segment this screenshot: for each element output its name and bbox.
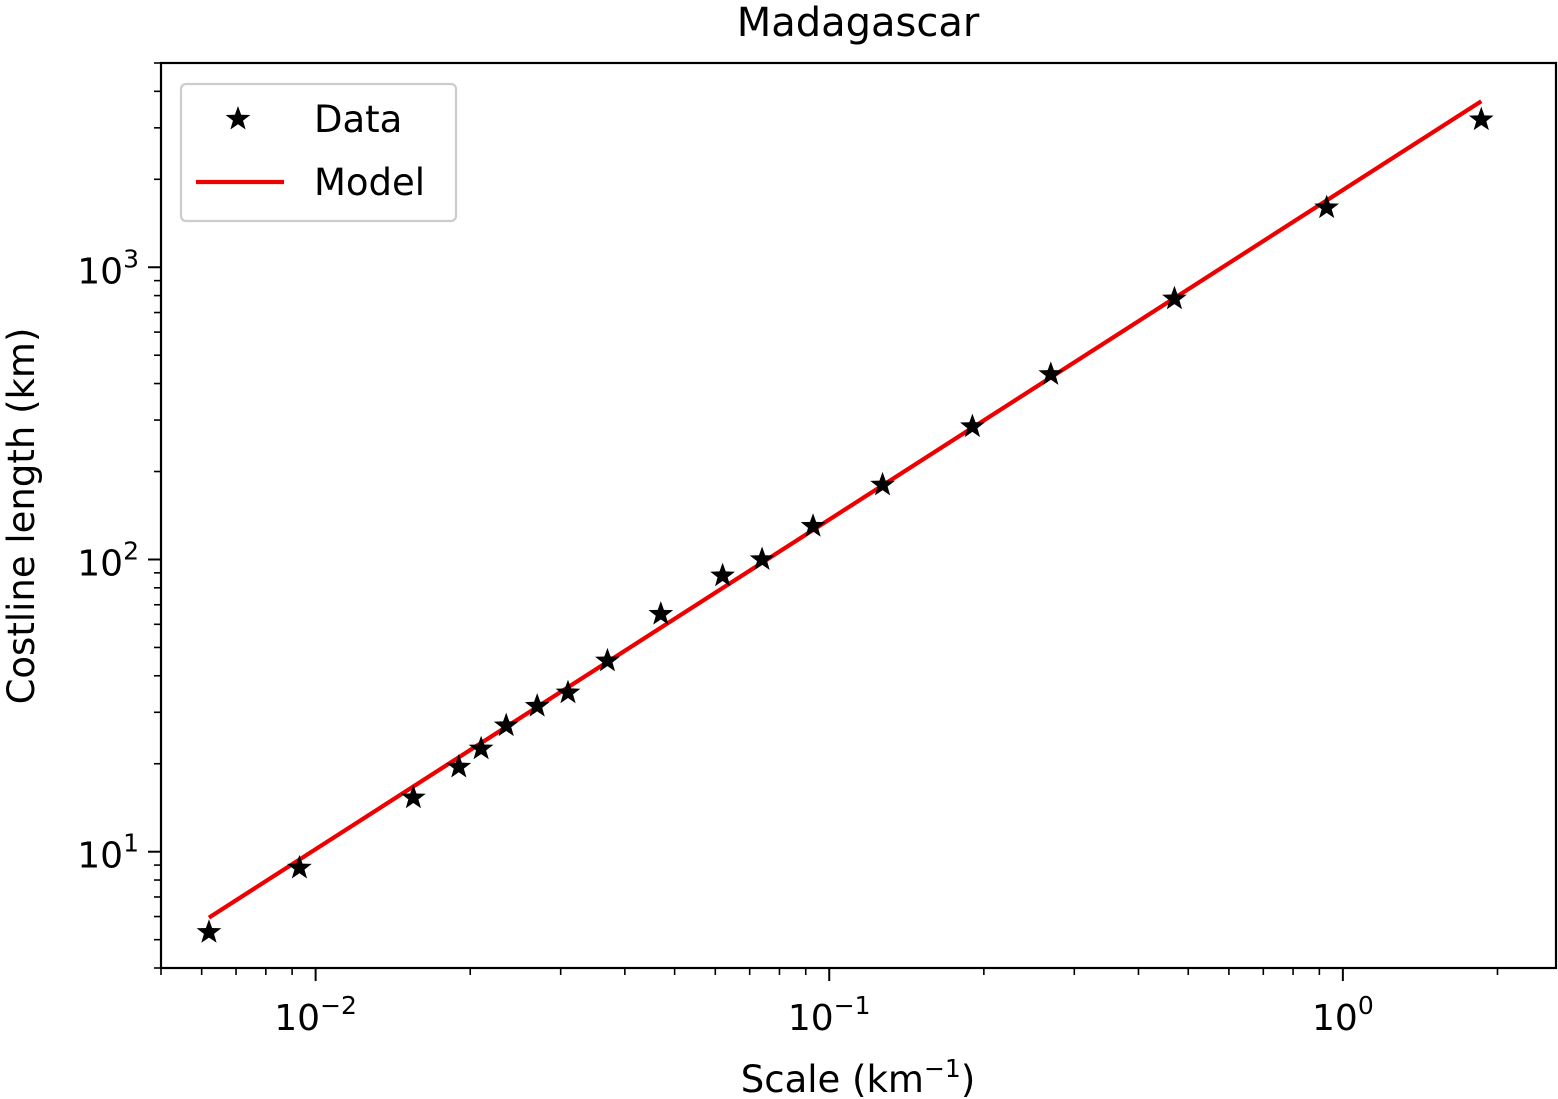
x-tick-label: 10−1 [788, 991, 871, 1039]
data-point [401, 784, 426, 809]
plot-frame [159, 61, 1558, 970]
data-point [648, 601, 674, 625]
chart-title: Madagascar [737, 0, 980, 46]
axis-ticks: 10−2 10−1 100 101 102 103 [77, 62, 1499, 1039]
legend-data-marker [225, 106, 251, 130]
y-tick-label: 103 [77, 244, 139, 292]
y-axis-label: Costline length (km) [0, 328, 43, 705]
y-tick-label: 101 [77, 829, 139, 877]
data-point [595, 647, 620, 672]
model-line [207, 99, 1483, 920]
data-point [870, 471, 895, 496]
data-point [196, 919, 222, 943]
legend: Data Model [179, 82, 458, 223]
data-point [287, 854, 312, 879]
data-point [749, 546, 775, 570]
x-axis-label: Scale (km−1) [741, 1054, 976, 1099]
model-layer [207, 99, 1483, 920]
data-point [524, 693, 550, 717]
data-point [800, 513, 826, 537]
data-point [468, 735, 494, 760]
legend-box [179, 82, 458, 223]
x-tick-label: 10−2 [274, 991, 357, 1039]
legend-model-label: Model [314, 161, 425, 204]
data-point [1314, 194, 1340, 219]
data-point [1038, 361, 1064, 385]
data-point [1468, 106, 1494, 131]
data-point [960, 413, 985, 438]
data-point [710, 562, 735, 587]
legend-data-label: Data [314, 98, 402, 141]
data-point [493, 712, 519, 737]
y-tick-label: 102 [77, 536, 139, 584]
data-point [555, 679, 581, 704]
data-point [1162, 285, 1187, 310]
x-axis-label-superscript: −1 [924, 1054, 961, 1083]
data-layer [196, 106, 1494, 943]
x-tick-label: 100 [1312, 991, 1374, 1039]
data-point [446, 753, 472, 778]
